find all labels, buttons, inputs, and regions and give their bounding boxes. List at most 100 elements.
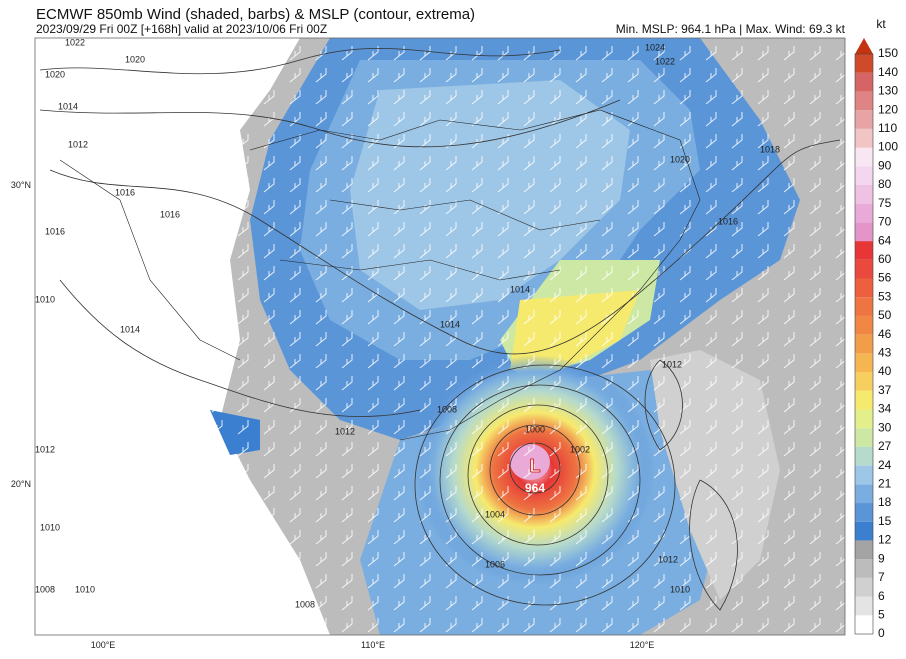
contour-label: 1016 bbox=[160, 209, 180, 219]
colorbar-segment bbox=[855, 577, 873, 597]
contour-label: 1008 bbox=[295, 599, 315, 609]
map-frame bbox=[34, 37, 846, 636]
colorbar-tick-label: 90 bbox=[878, 158, 892, 172]
colorbar-segment bbox=[855, 128, 873, 148]
contour-label: 1016 bbox=[718, 216, 738, 226]
colorbar-tick-label: 75 bbox=[878, 196, 892, 210]
colorbar-segment bbox=[855, 484, 873, 504]
colorbar-tick-label: 120 bbox=[878, 102, 898, 116]
contour-label: 1022 bbox=[655, 56, 675, 66]
subtitle: 2023/09/29 Fri 00Z [+168h] valid at 2023… bbox=[36, 22, 327, 36]
colorbar-tick-label: 80 bbox=[878, 177, 892, 191]
colorbar-tick-label: 12 bbox=[878, 533, 892, 547]
colorbar-segment bbox=[855, 540, 873, 560]
colorbar-segment bbox=[855, 559, 873, 578]
contour-label: 1002 bbox=[570, 444, 590, 454]
contour-label: 1020 bbox=[125, 54, 145, 64]
contour-label: 1012 bbox=[658, 554, 678, 564]
contour-label: 1022 bbox=[65, 37, 85, 47]
colorbar-tick-label: 18 bbox=[878, 495, 892, 509]
contour-label: 1010 bbox=[75, 584, 95, 594]
title: ECMWF 850mb Wind (shaded, barbs) & MSLP … bbox=[36, 6, 475, 23]
colorbar-tick-label: 130 bbox=[878, 84, 898, 98]
colorbar-tick-label: 46 bbox=[878, 327, 892, 341]
colorbar-tick-label: 5 bbox=[878, 607, 885, 621]
contour-label: 1012 bbox=[335, 426, 355, 436]
colorbar-segment bbox=[855, 503, 873, 522]
low-marker: L bbox=[530, 456, 541, 476]
contour-label: 1010 bbox=[670, 584, 690, 594]
stats: Min. MSLP: 964.1 hPa | Max. Wind: 69.3 k… bbox=[616, 22, 846, 36]
colorbar-segment bbox=[855, 110, 873, 129]
colorbar-segment bbox=[855, 521, 873, 541]
contour-label: 1014 bbox=[120, 324, 140, 334]
contour-label: 1006 bbox=[485, 559, 505, 569]
colorbar-tick-label: 40 bbox=[878, 364, 892, 378]
colorbar-segment bbox=[855, 334, 873, 354]
colorbar-segment bbox=[855, 615, 873, 634]
colorbar-segment bbox=[855, 353, 873, 373]
colorbar-segment bbox=[855, 203, 873, 223]
contour-label: 1012 bbox=[662, 359, 682, 369]
lon-label: 100°E bbox=[91, 640, 116, 650]
contour-label: 1016 bbox=[45, 226, 65, 236]
contour-label: 1018 bbox=[760, 144, 780, 154]
colorbar-segment bbox=[855, 372, 873, 391]
colorbar-unit: kt bbox=[876, 17, 886, 31]
contour-label: 1014 bbox=[58, 101, 78, 111]
lat-label: 30°N bbox=[11, 180, 31, 190]
colorbar-segment bbox=[855, 390, 873, 410]
colorbar-segment bbox=[855, 465, 873, 485]
contour-label: 1020 bbox=[670, 154, 690, 164]
colorbar-tick-label: 21 bbox=[878, 476, 892, 490]
colorbar-segment bbox=[855, 222, 873, 242]
lon-label: 110°E bbox=[361, 640, 385, 650]
colorbar-tick-label: 0 bbox=[878, 626, 885, 640]
colorbar-segment bbox=[855, 596, 873, 616]
contour-label: 1012 bbox=[68, 139, 88, 149]
contour-label: 1020 bbox=[45, 69, 65, 79]
colorbar-segment bbox=[855, 259, 873, 279]
colorbar-tick-label: 24 bbox=[878, 458, 892, 472]
colorbar-tick-label: 150 bbox=[878, 46, 898, 60]
contour-label: 1008 bbox=[437, 404, 457, 414]
colorbar-tick-label: 43 bbox=[878, 346, 892, 360]
contour-label: 1000 bbox=[525, 424, 545, 434]
low-value: 964 bbox=[525, 481, 545, 495]
contour-label: 1014 bbox=[440, 319, 460, 329]
colorbar-tick-label: 50 bbox=[878, 308, 892, 322]
colorbar-segment bbox=[855, 428, 873, 447]
colorbar-tick-label: 30 bbox=[878, 420, 892, 434]
colorbar-tick-label: 60 bbox=[878, 252, 892, 266]
colorbar-segment bbox=[855, 409, 873, 429]
colorbar-tick-label: 64 bbox=[878, 233, 892, 247]
contour-label: 1016 bbox=[115, 187, 135, 197]
colorbar-segment bbox=[855, 72, 873, 92]
colorbar-tick-label: 110 bbox=[878, 121, 897, 135]
colorbar-tick-label: 34 bbox=[878, 402, 892, 416]
contour-label: 1014 bbox=[510, 284, 530, 294]
contour-label: 1010 bbox=[40, 522, 60, 532]
colorbar-segment bbox=[855, 278, 873, 298]
colorbar-tick-label: 100 bbox=[878, 140, 898, 154]
colorbar-tick-label: 27 bbox=[878, 439, 892, 453]
colorbar-tick-label: 7 bbox=[878, 570, 885, 584]
contour-label: 1004 bbox=[485, 509, 505, 519]
colorbar-segment bbox=[855, 54, 873, 73]
colorbar-segment bbox=[855, 241, 873, 260]
contour-label: 1008 bbox=[35, 584, 55, 594]
contour-label: 1012 bbox=[35, 444, 55, 454]
colorbar-tick-label: 15 bbox=[878, 514, 892, 528]
colorbar-segment bbox=[855, 297, 873, 316]
colorbar-segment bbox=[855, 147, 873, 167]
colorbar-tick-label: 6 bbox=[878, 589, 885, 603]
colorbar-segment bbox=[855, 446, 873, 466]
contour-label: 1024 bbox=[645, 42, 665, 52]
lon-label: 120°E bbox=[630, 640, 655, 650]
colorbar-extend bbox=[855, 38, 873, 54]
colorbar-tick-label: 56 bbox=[878, 271, 892, 285]
colorbar-tick-label: 53 bbox=[878, 289, 892, 303]
colorbar-segment bbox=[855, 315, 873, 335]
